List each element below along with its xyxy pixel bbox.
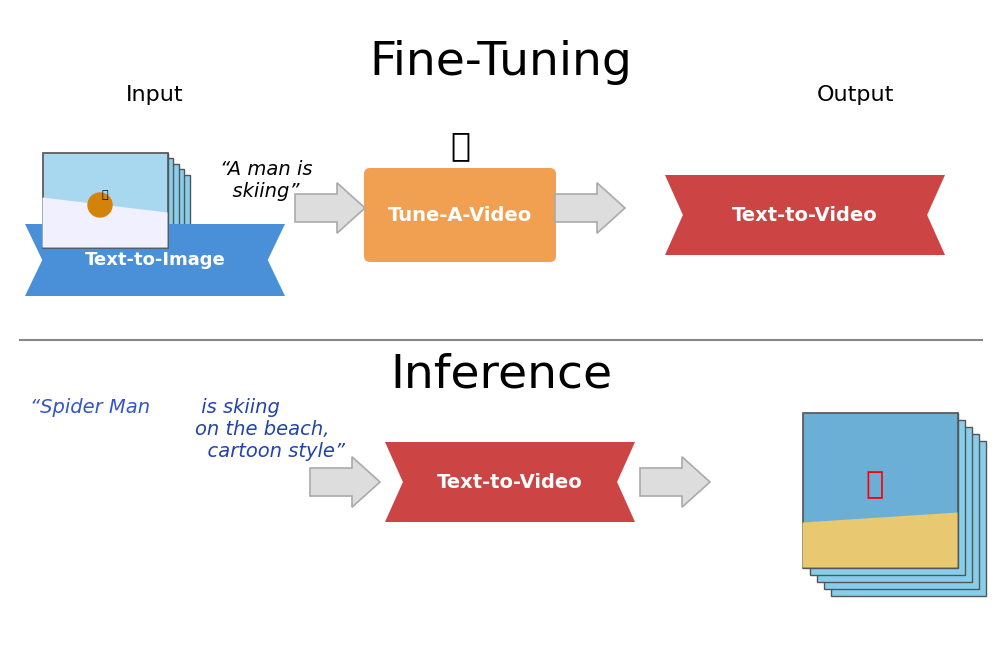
FancyBboxPatch shape [831, 440, 986, 596]
FancyBboxPatch shape [48, 158, 173, 253]
Polygon shape [555, 183, 625, 233]
Text: Output: Output [817, 85, 894, 105]
FancyBboxPatch shape [803, 413, 958, 567]
FancyBboxPatch shape [42, 153, 167, 247]
Polygon shape [803, 513, 958, 567]
FancyBboxPatch shape [64, 174, 189, 269]
Text: 🎿: 🎿 [101, 190, 108, 200]
Text: Inference: Inference [390, 352, 612, 397]
Text: Text-to-Video: Text-to-Video [437, 472, 583, 492]
Text: Input: Input [126, 85, 183, 105]
Polygon shape [640, 457, 710, 507]
Text: 🔥: 🔥 [450, 129, 470, 162]
Polygon shape [665, 175, 945, 255]
Polygon shape [42, 198, 167, 247]
Text: is skiing
on the beach,
  cartoon style”: is skiing on the beach, cartoon style” [195, 398, 345, 461]
FancyBboxPatch shape [53, 163, 178, 259]
Polygon shape [310, 457, 380, 507]
FancyBboxPatch shape [803, 413, 958, 567]
Text: Tune-A-Video: Tune-A-Video [388, 206, 532, 224]
Text: Fine-Tuning: Fine-Tuning [370, 40, 632, 85]
Polygon shape [25, 224, 285, 296]
Polygon shape [295, 183, 365, 233]
Text: Text-to-Video: Text-to-Video [732, 206, 878, 224]
Circle shape [88, 193, 112, 217]
Polygon shape [385, 442, 635, 522]
FancyBboxPatch shape [810, 419, 965, 574]
Text: “Spider Man: “Spider Man [30, 398, 150, 417]
FancyBboxPatch shape [824, 433, 979, 588]
FancyBboxPatch shape [817, 427, 972, 582]
FancyBboxPatch shape [42, 153, 167, 247]
FancyBboxPatch shape [59, 169, 184, 264]
Text: Text-to-Image: Text-to-Image [84, 251, 225, 269]
Text: 🕷: 🕷 [866, 470, 884, 500]
Text: “A man is
  skiing”: “A man is skiing” [220, 160, 313, 201]
FancyBboxPatch shape [364, 168, 556, 262]
